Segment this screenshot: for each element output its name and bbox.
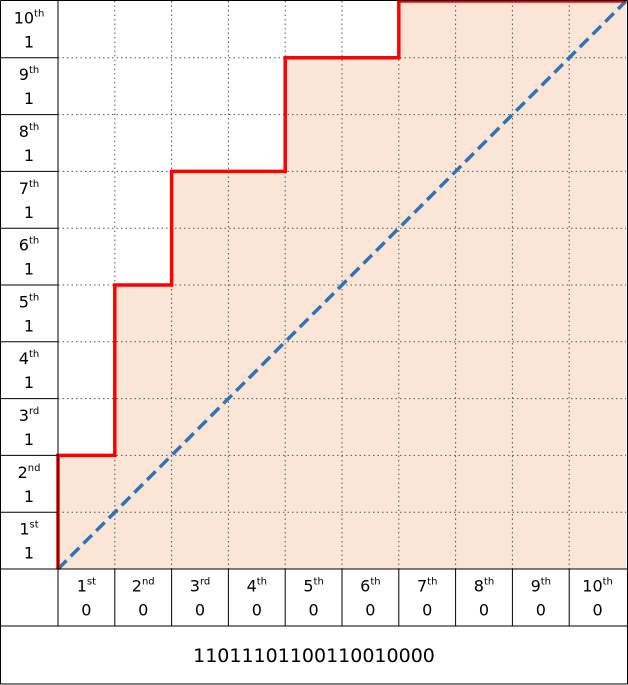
row-label: 6th bbox=[19, 236, 39, 255]
row-label: 2nd bbox=[18, 463, 41, 482]
column-label-bit: 0 bbox=[593, 601, 603, 620]
ordinal: 9 bbox=[531, 577, 541, 596]
ordinal: 8 bbox=[19, 122, 29, 141]
ordinal: 8 bbox=[474, 577, 484, 596]
ordinal: 5 bbox=[19, 292, 29, 311]
row-label: 8th bbox=[19, 122, 39, 141]
column-label: 5th bbox=[303, 577, 323, 596]
column-label-bit: 0 bbox=[309, 601, 319, 620]
ordinal-suffix: th bbox=[34, 8, 44, 19]
row-label: 10th bbox=[14, 8, 45, 27]
ordinal-suffix: th bbox=[29, 65, 39, 76]
ordinal: 2 bbox=[132, 577, 142, 596]
sequence: 11011101100110010000 bbox=[193, 645, 435, 667]
column-label: 9th bbox=[531, 577, 551, 596]
row-label-bit: 1 bbox=[24, 89, 34, 108]
row-label: 7th bbox=[19, 179, 39, 198]
column-label-bit: 0 bbox=[138, 601, 148, 620]
column-label-bit: 0 bbox=[252, 601, 262, 620]
ordinal-suffix: th bbox=[541, 577, 551, 588]
ordinal: 4 bbox=[19, 349, 29, 368]
ordinal-suffix: th bbox=[29, 349, 39, 360]
ordinal: 7 bbox=[19, 179, 29, 198]
column-label-bit: 0 bbox=[365, 601, 375, 620]
ordinal: 6 bbox=[360, 577, 370, 596]
row-label: 4th bbox=[19, 349, 39, 368]
column-label: 3rd bbox=[190, 577, 210, 596]
column-label: 6th bbox=[360, 577, 380, 596]
column-label: 8th bbox=[474, 577, 494, 596]
row-label-bit: 1 bbox=[24, 487, 34, 506]
ordinal-suffix: th bbox=[257, 577, 267, 588]
row-label: 9th bbox=[19, 65, 39, 84]
column-label-bit: 0 bbox=[422, 601, 432, 620]
ordinal: 1 bbox=[19, 520, 29, 539]
ordinal: 10 bbox=[582, 577, 602, 596]
ordinal-suffix: th bbox=[29, 292, 39, 303]
row-label-bit: 1 bbox=[24, 32, 34, 51]
row-label-bit: 1 bbox=[24, 146, 34, 165]
ordinal-suffix: th bbox=[314, 577, 324, 588]
diagonal bbox=[56, 0, 628, 571]
ordinal-suffix: th bbox=[427, 577, 437, 588]
ordinal-suffix: rd bbox=[29, 406, 39, 417]
ordinal-suffix: st bbox=[30, 520, 39, 531]
ordinal-suffix: nd bbox=[142, 577, 155, 588]
column-label-bit: 0 bbox=[479, 601, 489, 620]
ordinal-suffix: st bbox=[87, 577, 96, 588]
column-label-bit: 0 bbox=[81, 601, 91, 620]
ordinal: 6 bbox=[19, 236, 29, 255]
column-label: 2nd bbox=[132, 577, 155, 596]
ordinal: 4 bbox=[247, 577, 257, 596]
ordinal-suffix: th bbox=[29, 122, 39, 133]
ordinal-suffix: th bbox=[370, 577, 380, 588]
ordinal-suffix: th bbox=[29, 236, 39, 247]
ordinal: 1 bbox=[77, 577, 87, 596]
row-label-bit: 1 bbox=[24, 203, 34, 222]
row-label-bit: 1 bbox=[24, 544, 34, 563]
column-label-bit: 0 bbox=[195, 601, 205, 620]
row-label-bit: 1 bbox=[24, 316, 34, 335]
ordinal: 10 bbox=[14, 8, 34, 27]
column-label: 10th bbox=[582, 577, 613, 596]
column-label: 7th bbox=[417, 577, 437, 596]
ordinal-suffix: th bbox=[603, 577, 613, 588]
row-label: 5th bbox=[19, 292, 39, 311]
row-label-bit: 1 bbox=[24, 373, 34, 392]
row-label: 3rd bbox=[19, 406, 39, 425]
ordinal: 2 bbox=[18, 463, 28, 482]
ordinal: 7 bbox=[417, 577, 427, 596]
ordinal-suffix: th bbox=[484, 577, 494, 588]
column-label: 1st bbox=[77, 577, 96, 596]
ordinal-suffix: rd bbox=[200, 577, 210, 588]
ordinal: 9 bbox=[19, 65, 29, 84]
column-label-bit: 0 bbox=[536, 601, 546, 620]
ordinal-suffix: th bbox=[29, 179, 39, 190]
row-label-bit: 1 bbox=[24, 260, 34, 279]
ordinal-suffix: nd bbox=[28, 463, 41, 474]
column-label: 4th bbox=[247, 577, 267, 596]
ordinal: 3 bbox=[19, 406, 29, 425]
ordinal: 3 bbox=[190, 577, 200, 596]
ordinal: 5 bbox=[303, 577, 313, 596]
row-label-bit: 1 bbox=[24, 430, 34, 449]
row-label: 1st bbox=[19, 520, 38, 539]
